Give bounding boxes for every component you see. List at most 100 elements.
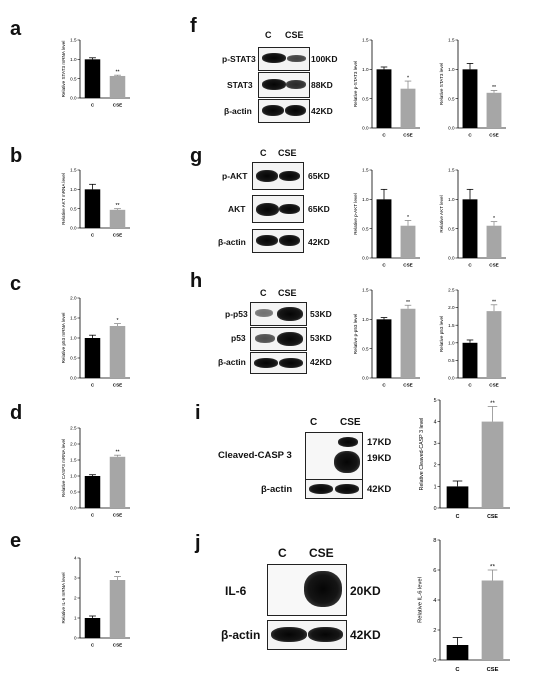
panel-letter-c: c (10, 273, 22, 295)
bar-c (446, 486, 469, 508)
size-label-beta-actin: 42KD (350, 628, 381, 642)
y-tick-label: 4 (433, 598, 437, 604)
bar-cse (400, 308, 416, 378)
band (287, 55, 306, 62)
size-label-beta-actin: 42KD (311, 106, 333, 116)
y-tick-label: 1 (74, 616, 77, 621)
y-axis-label: Relative p-STAT3 level (353, 61, 358, 107)
blot-strip-p-p53 (250, 302, 307, 326)
band (262, 105, 284, 116)
y-tick-label: 1.0 (70, 57, 77, 62)
x-tick-label: CSE (403, 383, 412, 388)
y-tick-label: 6 (433, 568, 436, 574)
y-tick-label: 1.0 (70, 474, 77, 479)
y-axis-label: Relative AKT mRNA level (61, 173, 66, 225)
band (335, 484, 359, 494)
x-tick-label: CSE (487, 667, 499, 673)
blot-strip-il-6 (267, 564, 347, 616)
bar-chart-f2: 0.0 0.5 1.0 1.5 Relative STAT3 level C ** CSE (439, 38, 506, 138)
y-tick-label: 8 (433, 538, 436, 544)
bar-cse (400, 225, 416, 258)
y-tick-label: 1.5 (362, 168, 369, 173)
significance-label: ** (115, 450, 119, 456)
band (308, 627, 343, 642)
y-tick-label: 1.5 (448, 168, 455, 173)
significance-label: * (116, 318, 118, 324)
x-tick-label: CSE (487, 514, 498, 520)
y-axis-label: Relative IL-6 level (417, 577, 423, 623)
significance-label: ** (406, 300, 410, 306)
x-tick-label: C (382, 263, 386, 268)
y-tick-label: 0.5 (448, 96, 455, 101)
y-tick-label: 1.0 (362, 67, 369, 72)
bar-chart-e: 0 1 2 3 4 Relative IL-6 mRNA level C ** CSE (61, 556, 130, 648)
y-tick-label: 0.0 (448, 126, 455, 131)
bar-chart-c: 0.0 0.5 1.0 1.5 2.0 Relative p53 mRNA level C *… (61, 296, 130, 388)
y-tick-label: 1.0 (448, 197, 455, 202)
blot-strip-p53 (250, 327, 307, 351)
bar-chart-g2: 0.0 0.5 1.0 1.5 Relative AKT level C * CSE (439, 168, 506, 268)
lane-label-c: C (310, 417, 318, 428)
lane-label-c: C (260, 148, 267, 158)
x-tick-label: C (382, 383, 386, 388)
y-axis-label: Relative p53 level (439, 316, 444, 352)
y-axis-label: Relative CASP3 mRNA level (61, 439, 66, 497)
protein-label-p53: p53 (231, 333, 246, 343)
y-axis-label: Relative p-AKT level (353, 193, 358, 235)
lane-label-cse: CSE (340, 417, 361, 428)
x-tick-label: CSE (113, 643, 122, 648)
protein-label-il-6: IL-6 (225, 584, 247, 598)
bar-cse (486, 92, 502, 128)
protein-label-p-p53: p-p53 (225, 309, 248, 319)
band (279, 171, 300, 181)
bar-c (84, 59, 101, 98)
y-axis-label: Relative STAT3 mRNA level (61, 41, 66, 98)
size-label-cleaved-casp3-17kd: 17KD (367, 437, 392, 448)
y-tick-label: 0.0 (448, 376, 455, 381)
band (271, 627, 307, 642)
bar-c (376, 69, 392, 128)
size-label-stat3: 88KD (311, 80, 333, 90)
y-tick-label: 0.0 (70, 506, 77, 511)
y-tick-label: 1.5 (448, 323, 455, 328)
protein-label-beta-actin: β-actin (221, 628, 261, 642)
significance-label: ** (490, 564, 496, 571)
panel-letter-j: j (195, 532, 201, 554)
protein-label-beta-actin: β-actin (218, 237, 246, 247)
band (279, 204, 300, 214)
bar-chart-i: 0 1 2 3 4 5 Relative Cleaved-CASP 3 level C ** CS… (419, 398, 510, 520)
y-axis-label: Relative AKT level (439, 195, 444, 232)
bar-cse (481, 580, 504, 660)
size-label-p53: 53KD (310, 333, 332, 343)
bar-chart-j: 0 2 4 6 8 Relative IL-6 level C ** CSE (417, 538, 510, 673)
bar-c (84, 189, 101, 228)
bar-chart-b: 0.0 0.5 1.0 1.5 Relative AKT mRNA level C ** CS… (61, 168, 130, 238)
band (277, 307, 303, 321)
y-tick-label: 0.5 (362, 346, 369, 351)
panel-letter-b: b (10, 145, 23, 167)
y-tick-label: 1.0 (448, 340, 455, 345)
x-tick-label: CSE (489, 263, 498, 268)
western-blot-g: C CSE p-AKT 65KD AKT 65KD β-actin 42KD (215, 145, 365, 255)
y-tick-label: 1.0 (362, 317, 369, 322)
x-tick-label: C (91, 513, 95, 518)
band (255, 309, 273, 317)
x-tick-label: CSE (113, 233, 122, 238)
blot-strip-beta-actin (258, 99, 310, 123)
significance-label: ** (115, 571, 119, 577)
y-tick-label: 2.5 (448, 288, 455, 293)
y-tick-label: 0.0 (70, 376, 77, 381)
bar-c (462, 199, 478, 258)
bar-cse (109, 456, 126, 508)
y-tick-label: 0.0 (448, 256, 455, 261)
y-tick-label: 2 (433, 628, 436, 634)
panel-letter-h: h (190, 270, 203, 292)
y-tick-label: 2.0 (70, 442, 77, 447)
x-tick-label: C (91, 233, 95, 238)
band (254, 358, 278, 368)
bar-c (84, 618, 101, 638)
significance-label: * (407, 215, 409, 221)
significance-label: * (493, 216, 495, 222)
band (279, 235, 300, 246)
significance-label: ** (492, 85, 496, 91)
